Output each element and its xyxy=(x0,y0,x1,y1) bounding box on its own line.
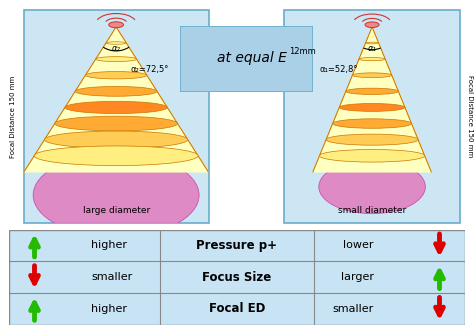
Ellipse shape xyxy=(75,86,157,96)
FancyBboxPatch shape xyxy=(9,230,465,325)
Ellipse shape xyxy=(55,116,178,131)
Text: large diameter: large diameter xyxy=(82,206,150,215)
Text: Focal Distance 150 mm: Focal Distance 150 mm xyxy=(467,75,473,157)
Ellipse shape xyxy=(359,57,385,61)
Ellipse shape xyxy=(65,101,167,113)
Text: at equal E: at equal E xyxy=(217,51,287,65)
Ellipse shape xyxy=(326,134,418,145)
FancyBboxPatch shape xyxy=(24,10,209,223)
Ellipse shape xyxy=(333,119,411,128)
Polygon shape xyxy=(24,27,208,172)
Text: α₁: α₁ xyxy=(368,44,376,53)
Ellipse shape xyxy=(34,146,198,166)
Ellipse shape xyxy=(96,57,137,62)
Text: Focal Distance 150 mm: Focal Distance 150 mm xyxy=(10,75,16,157)
FancyBboxPatch shape xyxy=(284,10,460,223)
Ellipse shape xyxy=(109,22,124,28)
Text: α₂: α₂ xyxy=(112,44,120,53)
Ellipse shape xyxy=(85,72,147,79)
Ellipse shape xyxy=(339,104,405,112)
Text: higher: higher xyxy=(91,304,128,314)
Text: higher: higher xyxy=(91,240,128,251)
Ellipse shape xyxy=(352,73,392,78)
Ellipse shape xyxy=(365,42,379,44)
Text: small diameter: small diameter xyxy=(338,206,406,215)
Polygon shape xyxy=(313,27,431,172)
Ellipse shape xyxy=(346,88,399,94)
Ellipse shape xyxy=(319,150,425,162)
Ellipse shape xyxy=(33,153,199,237)
Text: smaller: smaller xyxy=(332,304,374,314)
Ellipse shape xyxy=(106,42,127,44)
Text: Focal ED: Focal ED xyxy=(209,302,265,315)
Text: α₁=52,8°: α₁=52,8° xyxy=(319,65,358,74)
Text: Pressure p+: Pressure p+ xyxy=(197,239,277,252)
Text: 12mm: 12mm xyxy=(289,47,316,56)
Ellipse shape xyxy=(319,160,425,214)
Ellipse shape xyxy=(45,131,188,148)
Text: α₂=72,5°: α₂=72,5° xyxy=(131,65,169,74)
Text: lower: lower xyxy=(343,240,374,251)
FancyBboxPatch shape xyxy=(180,26,313,92)
Text: Focus Size: Focus Size xyxy=(202,271,272,284)
Text: larger: larger xyxy=(340,272,374,282)
Ellipse shape xyxy=(365,22,379,28)
Text: smaller: smaller xyxy=(91,272,133,282)
